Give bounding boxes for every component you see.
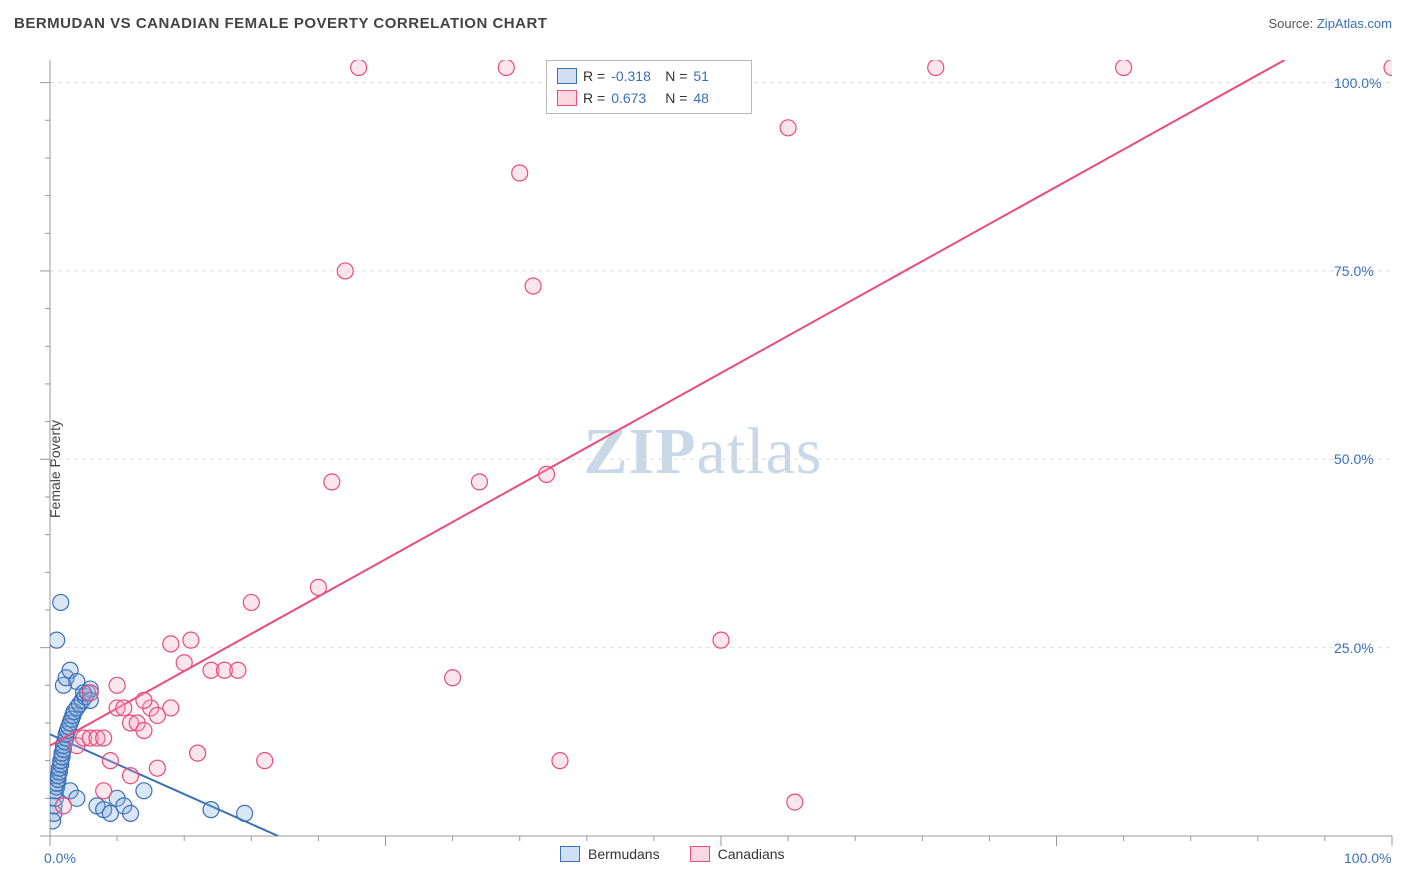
x-tick-label: 0.0% — [44, 850, 76, 866]
n-value: 48 — [693, 87, 741, 109]
legend-swatch — [557, 90, 577, 106]
legend-item: Bermudans — [560, 846, 660, 862]
n-label: N = — [665, 87, 687, 109]
chart-header: BERMUDAN VS CANADIAN FEMALE POVERTY CORR… — [0, 0, 1406, 46]
n-value: 51 — [693, 65, 741, 87]
y-tick-label: 50.0% — [1334, 451, 1374, 467]
chart-source: Source: ZipAtlas.com — [1268, 16, 1392, 31]
legend-swatch — [690, 846, 710, 862]
legend-item: Canadians — [690, 846, 785, 862]
legend-label: Bermudans — [588, 846, 660, 862]
chart-title: BERMUDAN VS CANADIAN FEMALE POVERTY CORR… — [14, 15, 547, 32]
y-tick-label: 25.0% — [1334, 640, 1374, 656]
source-prefix: Source: — [1268, 16, 1316, 31]
legend-bottom: Bermudans Canadians — [560, 846, 785, 862]
r-value: -0.318 — [611, 65, 659, 87]
y-tick-label: 100.0% — [1334, 75, 1381, 91]
y-tick-label: 75.0% — [1334, 263, 1374, 279]
plot-svg — [0, 46, 1406, 892]
scatter-chart: Female Poverty ZIPatlas R =-0.318N =51R … — [0, 46, 1406, 892]
r-label: R = — [583, 87, 605, 109]
x-tick-label: 100.0% — [1344, 850, 1391, 866]
legend-label: Canadians — [718, 846, 785, 862]
legend-stats-row: R = 0.673 N = 48 — [557, 87, 741, 109]
source-link[interactable]: ZipAtlas.com — [1317, 16, 1392, 31]
r-label: R = — [583, 65, 605, 87]
legend-stats-row: R = -0.318 N = 51 — [557, 65, 741, 87]
legend-swatch — [557, 68, 577, 84]
legend-stats-box: R = -0.318 N = 51 R = 0.673 N = 48 — [546, 60, 752, 114]
legend-swatch — [560, 846, 580, 862]
r-value: 0.673 — [611, 87, 659, 109]
n-label: N = — [665, 65, 687, 87]
